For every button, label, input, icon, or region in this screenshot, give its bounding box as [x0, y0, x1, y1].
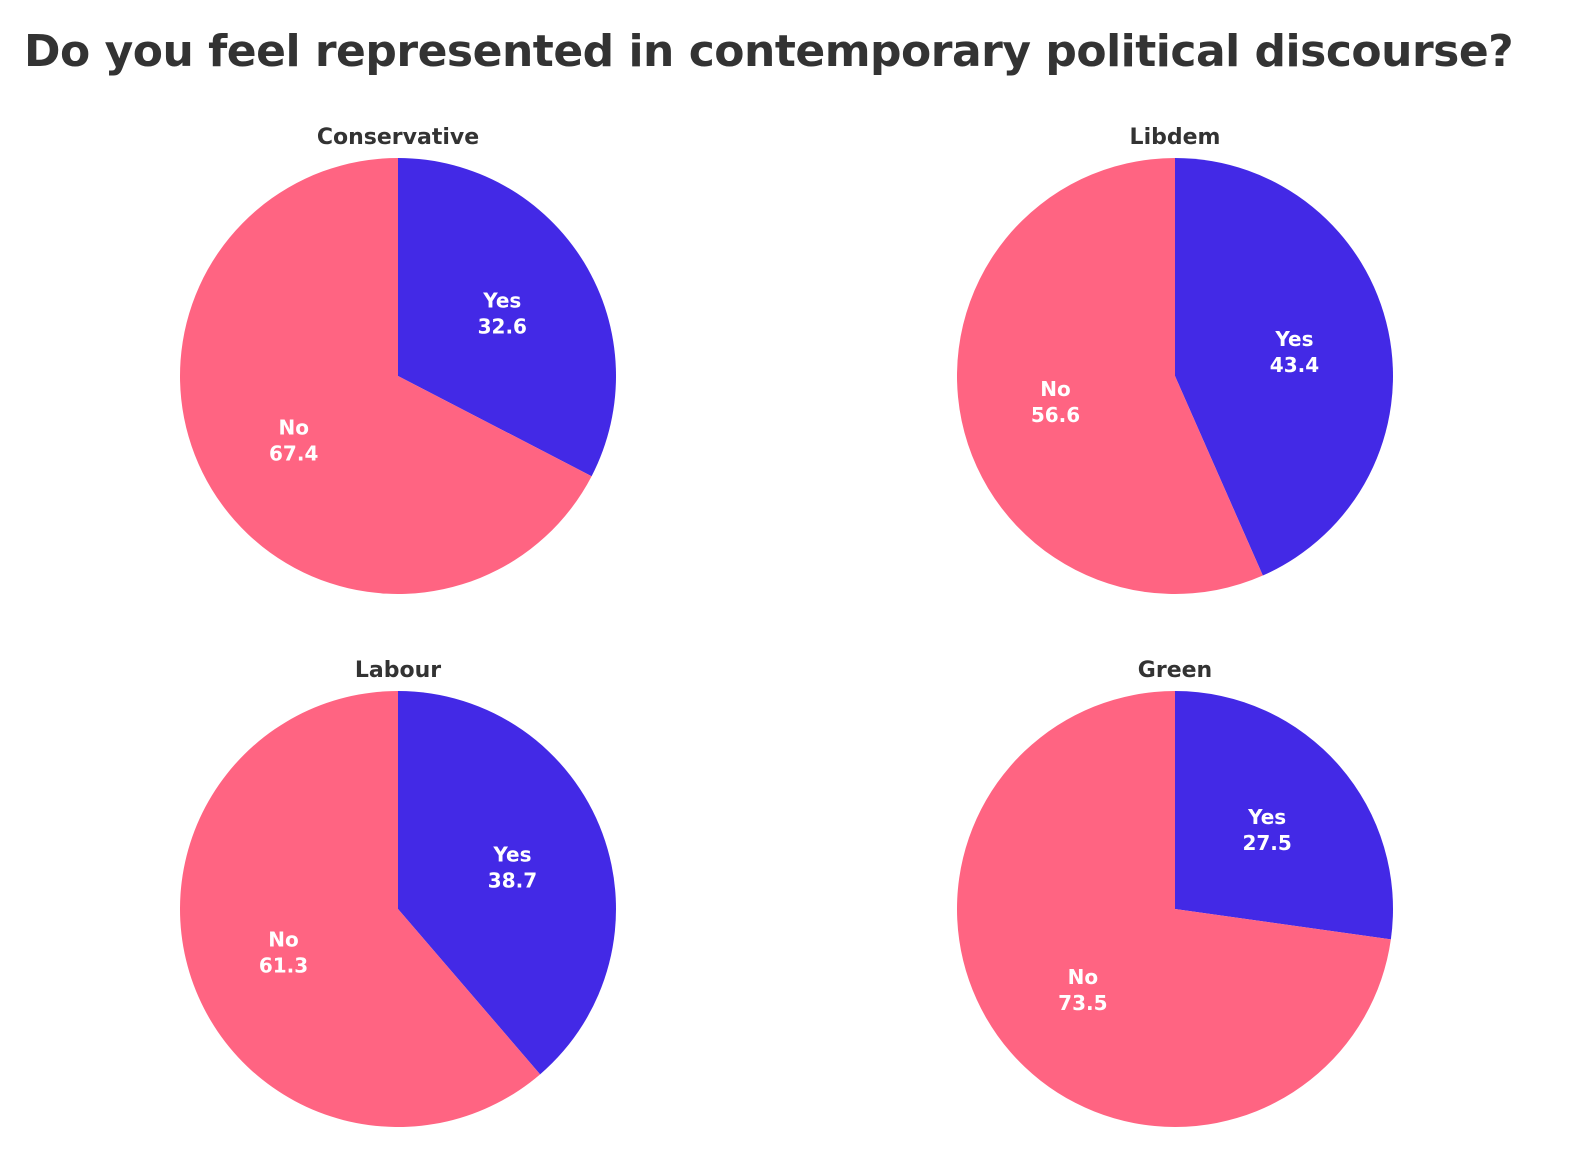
pie-title: Green	[1138, 658, 1212, 683]
pie-slice-no	[179, 690, 541, 1127]
pie-slice-yes	[398, 158, 616, 477]
slice-label-yes: Yes	[1247, 805, 1286, 829]
slice-value-no: 61.3	[259, 953, 308, 977]
pie-title: Labour	[355, 658, 441, 683]
pie-slice-no	[180, 158, 592, 594]
slice-label-no: No	[1068, 965, 1098, 989]
slice-value-yes: 43.4	[1270, 353, 1319, 377]
slice-label-yes: Yes	[482, 289, 521, 313]
pie-title: Libdem	[1130, 125, 1221, 150]
page-title: Do you feel represented in contemporary …	[24, 26, 1514, 77]
pie-slice-no	[957, 158, 1263, 594]
slice-value-no: 56.6	[1031, 403, 1080, 427]
pie-slice-yes	[1175, 158, 1394, 576]
pie-slice-yes	[398, 691, 616, 1075]
slice-label-yes: Yes	[492, 843, 531, 867]
slice-label-no: No	[278, 415, 308, 439]
slice-label-no: No	[268, 927, 298, 951]
pie-title: Conservative	[317, 125, 479, 150]
slice-value-yes: 32.6	[478, 315, 527, 339]
pie-slice-yes	[1175, 691, 1393, 940]
slice-label-no: No	[1040, 377, 1070, 401]
pie-slice-no	[956, 691, 1391, 1128]
slice-value-yes: 27.5	[1242, 831, 1291, 855]
slice-value-yes: 38.7	[488, 869, 537, 893]
slice-label-yes: Yes	[1274, 327, 1313, 351]
slice-value-no: 73.5	[1058, 991, 1107, 1015]
slice-value-no: 67.4	[269, 441, 318, 465]
